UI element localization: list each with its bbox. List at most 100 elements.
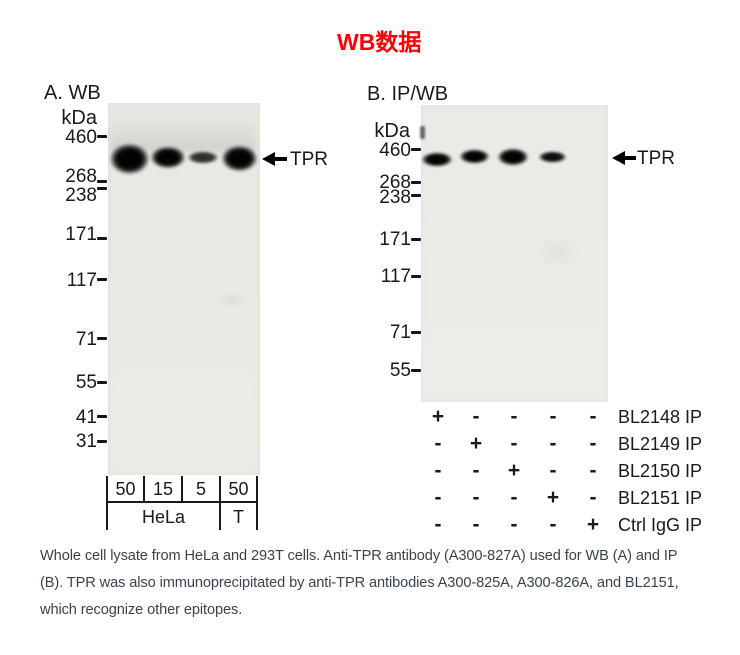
- marker-tick: [97, 135, 107, 138]
- marker-label-b-71: 71: [389, 322, 411, 343]
- ip-matrix-cell: -: [589, 459, 597, 482]
- marker-label-a-117: 117: [66, 270, 97, 291]
- lane-amount-2: 15: [152, 479, 174, 499]
- marker-label-b-171: 171: [379, 229, 411, 250]
- marker-tick: [97, 187, 107, 190]
- marker-label-a-238: 238: [65, 185, 97, 206]
- caption-line: (B). TPR was also immunoprecipitated by …: [40, 575, 679, 591]
- tpr-arrow-icon: [262, 152, 275, 166]
- marker-label-a-31: 31: [75, 431, 97, 452]
- ip-matrix-cell: +: [431, 405, 445, 428]
- marker-tick: [97, 237, 107, 240]
- tpr-arrow-icon: [612, 151, 625, 165]
- ip-matrix-cell: -: [510, 405, 518, 428]
- ip-matrix-cell: -: [549, 432, 557, 455]
- marker-tick: [97, 180, 107, 183]
- marker-tick: [97, 415, 107, 418]
- ip-matrix-cell: -: [434, 513, 442, 536]
- kda-label-b: kDa: [374, 120, 410, 142]
- ip-row-label: BL2148 IP: [618, 407, 703, 427]
- ip-matrix-cell: -: [589, 432, 597, 455]
- marker-tick: [411, 194, 421, 197]
- faint-smudge: [536, 235, 578, 269]
- marker-label-b-238: 238: [379, 187, 411, 208]
- marker-tick: [411, 148, 421, 151]
- table-line: [181, 476, 183, 502]
- ip-matrix-cell: -: [472, 459, 480, 482]
- lane-group-hela: HeLa: [141, 507, 186, 527]
- ip-row-label: BL2150 IP: [618, 461, 703, 481]
- marker-label-a-55: 55: [75, 372, 97, 393]
- ip-matrix-cell: -: [472, 513, 480, 536]
- ip-matrix-cell: -: [472, 405, 480, 428]
- lane-group-t: T: [233, 507, 244, 527]
- ip-matrix-cell: -: [589, 405, 597, 428]
- marker-label-b-117: 117: [380, 266, 411, 287]
- caption-line: which recognize other epitopes.: [40, 602, 243, 618]
- marker-label-b-460: 460: [379, 140, 411, 161]
- tpr-label-a: TPR: [290, 149, 328, 170]
- ip-matrix-cell: -: [434, 432, 442, 455]
- lane-amount-3: 5: [195, 479, 206, 499]
- ip-matrix-cell: -: [472, 486, 480, 509]
- wb-band-b-lane1: [421, 152, 453, 167]
- marker-label-b-55: 55: [389, 360, 411, 381]
- tpr-label-b: TPR: [637, 148, 675, 169]
- panel-b-label: B. IP/WB: [367, 83, 449, 105]
- wb-band-b-lane4: [538, 151, 567, 163]
- wb-band-a-lane4: [221, 145, 258, 172]
- lane-amount-4: 50: [228, 479, 249, 499]
- wb-band-a-lane2: [150, 146, 186, 169]
- ip-matrix-cell: +: [586, 513, 600, 536]
- panel-a-label: A. WB: [44, 82, 101, 104]
- marker-tick: [411, 275, 421, 278]
- wb-band-b-lane3: [497, 148, 529, 166]
- lane-amount-1: 50: [115, 479, 136, 499]
- table-line: [143, 476, 145, 502]
- marker-label-a-41: 41: [75, 407, 97, 428]
- table-line: [219, 476, 221, 530]
- ip-row-label: BL2149 IP: [618, 434, 703, 454]
- marker-tick: [411, 238, 421, 241]
- marker-label-b-268: 268: [379, 172, 411, 193]
- tpr-arrow-shaft: [273, 157, 287, 161]
- ip-matrix-cell: -: [434, 486, 442, 509]
- wb-band-b-lane2: [459, 149, 490, 164]
- marker-label-a-460: 460: [65, 127, 97, 148]
- marker-label-a-71: 71: [75, 329, 97, 350]
- ip-matrix-cell: -: [549, 405, 557, 428]
- kda-label-a: kDa: [61, 107, 97, 129]
- caption-line: Whole cell lysate from HeLa and 293T cel…: [40, 548, 678, 564]
- marker-label-a-268: 268: [65, 166, 97, 187]
- ip-matrix-cell: -: [510, 486, 518, 509]
- table-line: [256, 476, 258, 530]
- wb-band-a-lane1: [109, 143, 150, 175]
- ip-matrix-cell: +: [546, 486, 560, 509]
- marker-tick: [411, 181, 421, 184]
- ip-row-label: BL2151 IP: [618, 488, 703, 508]
- ip-matrix-cell: -: [549, 513, 557, 536]
- wb-band-a-lane3: [187, 151, 219, 164]
- marker-tick: [97, 440, 107, 443]
- membrane-edge-artifact: [420, 126, 425, 139]
- tpr-arrow-shaft: [623, 156, 636, 160]
- marker-label-a-171: 171: [65, 224, 97, 245]
- ip-matrix-cell: +: [469, 432, 483, 455]
- marker-tick: [97, 381, 107, 384]
- ip-matrix-cell: -: [510, 432, 518, 455]
- marker-tick: [97, 278, 107, 281]
- table-line: [106, 476, 108, 530]
- marker-tick: [411, 369, 421, 372]
- ip-matrix-cell: -: [434, 459, 442, 482]
- ip-matrix-cell: -: [549, 459, 557, 482]
- page-title: WB数据: [337, 29, 422, 55]
- faint-smudge: [215, 293, 249, 306]
- marker-tick: [97, 337, 107, 340]
- marker-tick: [411, 331, 421, 334]
- ip-matrix-cell: -: [510, 513, 518, 536]
- table-line: [106, 501, 258, 503]
- ip-matrix-cell: -: [589, 486, 597, 509]
- ip-matrix-cell: +: [507, 459, 521, 482]
- ip-row-label: Ctrl IgG IP: [618, 515, 703, 535]
